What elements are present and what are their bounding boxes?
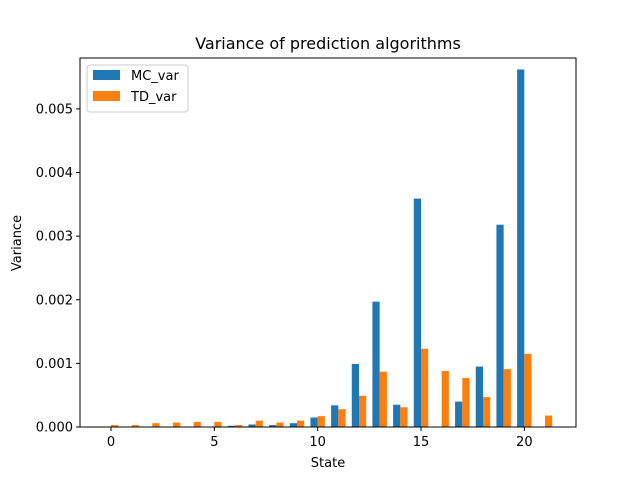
- y-axis-ticks: 0.000 0.001 0.002 0.003 0.004 0.005: [36, 102, 80, 436]
- bar-mc-var-13: [372, 301, 380, 427]
- y-tick-label: 0.000: [36, 421, 73, 436]
- bar-td-var-7: [255, 420, 263, 427]
- x-tick-label: 15: [413, 435, 430, 450]
- legend-swatch-mc-var: [93, 70, 120, 80]
- x-tick-label: 5: [210, 435, 218, 450]
- bar-td-var-17: [462, 378, 470, 427]
- bar-td-var-13: [379, 371, 387, 427]
- y-tick-label: 0.005: [36, 102, 73, 117]
- bar-td-var-3: [173, 422, 181, 427]
- x-tick-label: 20: [516, 435, 533, 450]
- bar-td-var-5: [214, 421, 222, 427]
- y-tick-label: 0.003: [36, 230, 73, 245]
- bar-td-var-11: [338, 409, 346, 427]
- bar-td-var-9: [297, 420, 305, 427]
- bar-td-var-1: [131, 425, 139, 427]
- legend-label-td-var: TD_var: [130, 90, 177, 105]
- y-tick-label: 0.004: [36, 166, 73, 181]
- bar-td-var-14: [400, 407, 408, 427]
- bar-td-var-16: [441, 371, 449, 427]
- bar-mc-var-19: [496, 224, 504, 427]
- bar-mc-var-9: [289, 423, 297, 427]
- bar-mc-var-17: [455, 401, 463, 427]
- bar-td-var-20: [524, 353, 532, 427]
- bar-mc-var-12: [351, 364, 359, 427]
- bar-td-var-18: [483, 397, 491, 427]
- chart-title: Variance of prediction algorithms: [195, 34, 461, 53]
- y-axis-label: Variance: [10, 215, 25, 271]
- bar-td-var-0: [111, 425, 119, 427]
- bar-td-var-21: [545, 415, 553, 427]
- bar-mc-var-10: [310, 417, 318, 427]
- x-axis-label: State: [311, 456, 345, 471]
- bar-mc-var-8: [269, 425, 277, 427]
- y-tick-label: 0.002: [36, 293, 73, 308]
- bar-td-var-2: [152, 423, 160, 427]
- bar-td-var-6: [235, 425, 243, 427]
- bar-mc-var-20: [517, 69, 525, 427]
- bar-mc-var-15: [413, 198, 421, 427]
- bar-td-var-19: [503, 369, 511, 427]
- x-tick-label: 0: [107, 435, 115, 450]
- bars-group: [111, 69, 553, 427]
- bar-mc-var-18: [475, 366, 483, 427]
- bar-td-var-12: [359, 395, 367, 427]
- y-tick-label: 0.001: [36, 357, 73, 372]
- bar-td-var-10: [317, 416, 325, 427]
- plot-frame: [79, 57, 577, 428]
- x-axis-ticks: 0 5 10 15 20: [107, 427, 533, 450]
- bar-td-var-4: [193, 421, 201, 427]
- bar-td-var-15: [421, 348, 429, 427]
- bar-mc-var-6: [227, 425, 235, 427]
- legend-swatch-td-var: [93, 91, 120, 101]
- bar-td-var-8: [276, 422, 284, 427]
- legend: MC_var TD_var: [86, 64, 189, 113]
- x-tick-label: 10: [309, 435, 326, 450]
- bar-mc-var-7: [248, 424, 256, 427]
- legend-label-mc-var: MC_var: [131, 69, 179, 84]
- bar-mc-var-14: [393, 404, 401, 427]
- bar-mc-var-11: [331, 405, 339, 427]
